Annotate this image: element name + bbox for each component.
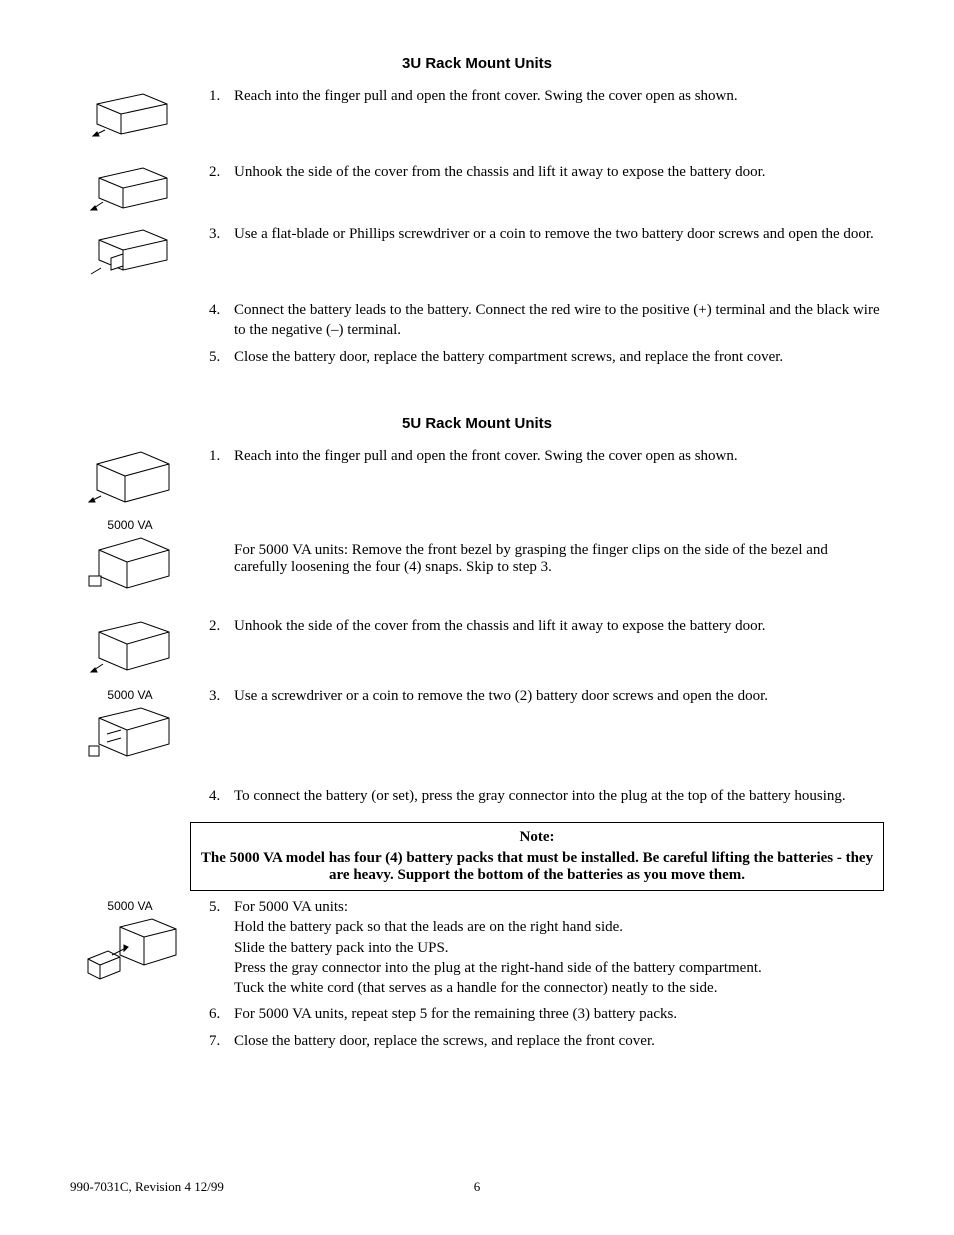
content-3u-45: Connect the battery leads to the battery… [190, 300, 884, 373]
diagram-3u-2 [70, 162, 190, 214]
content-3u-2: Unhook the side of the cover from the ch… [190, 162, 884, 188]
diagram-5u-3: 5000 VA [70, 686, 190, 762]
step-5u-1b: For 5000 VA units: Remove the front beze… [224, 542, 884, 576]
step-5u-1: Reach into the finger pull and open the … [224, 446, 884, 466]
content-3u-1: Reach into the finger pull and open the … [190, 86, 884, 112]
footer-page: 6 [474, 1179, 481, 1195]
label-5000va-2: 5000 VA [70, 688, 190, 702]
row-5u-1: Reach into the finger pull and open the … [70, 446, 884, 506]
content-5u-4: To connect the battery (or set), press t… [190, 786, 884, 812]
step-3u-1: Reach into the finger pull and open the … [224, 86, 884, 106]
step-5u-5-line-4: Tuck the white cord (that serves as a ha… [234, 978, 884, 998]
step-5u-5-line-3: Press the gray connector into the plug a… [234, 958, 884, 978]
step-5u-6: For 5000 VA units, repeat step 5 for the… [224, 1004, 884, 1024]
step-3u-2: Unhook the side of the cover from the ch… [224, 162, 884, 182]
diagram-5u-1 [70, 446, 190, 506]
row-3u-2: Unhook the side of the cover from the ch… [70, 162, 884, 214]
diagram-5u-2 [70, 616, 190, 676]
diagram-5u-1b: 5000 VA [70, 516, 190, 592]
content-5u-1b: For 5000 VA units: Remove the front beze… [190, 516, 884, 576]
page-content: 3U Rack Mount Units Reach into the finge… [0, 0, 954, 1097]
label-5000va-3: 5000 VA [70, 899, 190, 913]
footer-left: 990-7031C, Revision 4 12/99 [70, 1179, 224, 1194]
row-5u-4: To connect the battery (or set), press t… [70, 786, 884, 812]
step-5u-5-line-1: Hold the battery pack so that the leads … [234, 917, 884, 937]
heading-5u: 5U Rack Mount Units [70, 415, 884, 432]
step-5u-5-intro: For 5000 VA units: [234, 899, 348, 915]
label-5000va-1: 5000 VA [70, 518, 190, 532]
step-3u-5: Close the battery door, replace the batt… [224, 347, 884, 367]
row-5u-5: 5000 VA For 5000 VA un [70, 897, 884, 1057]
row-5u-3: 5000 VA Use a screwdriver or a coin to r… [70, 686, 884, 762]
content-5u-2: Unhook the side of the cover from the ch… [190, 616, 884, 642]
content-3u-3: Use a flat-blade or Phillips screwdriver… [190, 224, 884, 250]
step-5u-5: For 5000 VA units: Hold the battery pack… [224, 897, 884, 998]
step-5u-2: Unhook the side of the cover from the ch… [224, 616, 884, 636]
diagram-3u-1 [70, 86, 190, 138]
step-5u-7: Close the battery door, replace the scre… [224, 1031, 884, 1051]
step-5u-3: Use a screwdriver or a coin to remove th… [224, 686, 884, 706]
row-3u-45: Connect the battery leads to the battery… [70, 300, 884, 373]
step-5u-4: To connect the battery (or set), press t… [224, 786, 884, 806]
row-3u-3: Use a flat-blade or Phillips screwdriver… [70, 224, 884, 276]
row-5u-1b: 5000 VA For 5000 VA units: Remove the fr… [70, 516, 884, 592]
step-3u-4: Connect the battery leads to the battery… [224, 300, 884, 341]
diagram-5u-5: 5000 VA [70, 897, 190, 983]
row-5u-2: Unhook the side of the cover from the ch… [70, 616, 884, 676]
content-5u-5: For 5000 VA units: Hold the battery pack… [190, 897, 884, 1057]
step-3u-3: Use a flat-blade or Phillips screwdriver… [224, 224, 884, 244]
content-5u-1: Reach into the finger pull and open the … [190, 446, 884, 472]
step-5u-5-line-2: Slide the battery pack into the UPS. [234, 938, 884, 958]
heading-3u: 3U Rack Mount Units [70, 55, 884, 72]
note-title: Note: [199, 829, 875, 846]
diagram-3u-3 [70, 224, 190, 276]
row-3u-1: Reach into the finger pull and open the … [70, 86, 884, 138]
page-footer: 990-7031C, Revision 4 12/99 6 [70, 1179, 884, 1195]
note-box: Note: The 5000 VA model has four (4) bat… [190, 822, 884, 891]
note-body: The 5000 VA model has four (4) battery p… [201, 850, 873, 883]
content-5u-3: Use a screwdriver or a coin to remove th… [190, 686, 884, 712]
